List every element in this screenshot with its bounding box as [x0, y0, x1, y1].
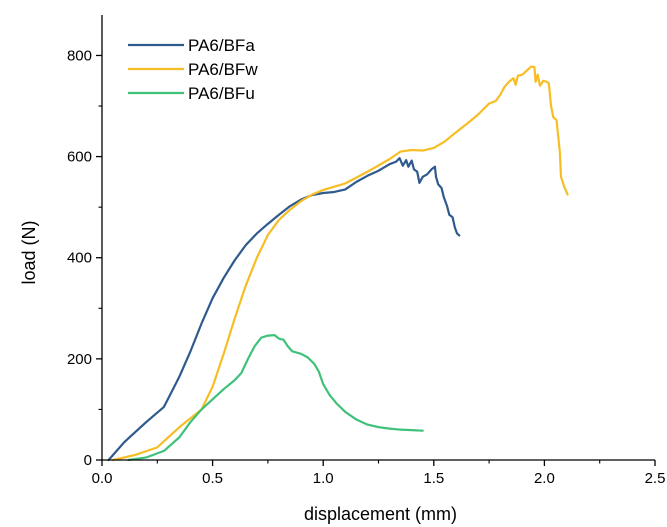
y-tick-label: 800 — [67, 47, 92, 64]
x-tick-label: 2.5 — [645, 470, 666, 487]
x-axis-label: displacement (mm) — [304, 504, 457, 524]
y-tick-label: 0 — [84, 452, 92, 469]
x-tick-label: 2.0 — [534, 470, 555, 487]
y-tick-label: 200 — [67, 351, 92, 368]
series-line-2 — [127, 334, 424, 462]
x-tick-label: 0.0 — [92, 470, 113, 487]
legend-label-1: PA6/BFw — [188, 60, 258, 79]
x-tick-label: 0.5 — [202, 470, 223, 487]
series-line-0 — [107, 157, 461, 462]
legend: PA6/BFa PA6/BFw PA6/BFu — [128, 36, 258, 103]
legend-label-0: PA6/BFa — [188, 36, 255, 55]
y-tick-label: 400 — [67, 250, 92, 267]
series-line-1 — [111, 65, 569, 462]
x-tick-label: 1.5 — [423, 470, 444, 487]
plot-series-group — [107, 65, 569, 462]
y-tick-label: 600 — [67, 149, 92, 166]
legend-label-2: PA6/BFu — [188, 84, 255, 103]
ticks-group: 0.0 0.5 1.0 1.5 2.0 2.5 0 200 400 600 800 — [67, 47, 665, 487]
x-tick-label: 1.0 — [313, 470, 334, 487]
y-axis-label: load (N) — [19, 220, 39, 284]
